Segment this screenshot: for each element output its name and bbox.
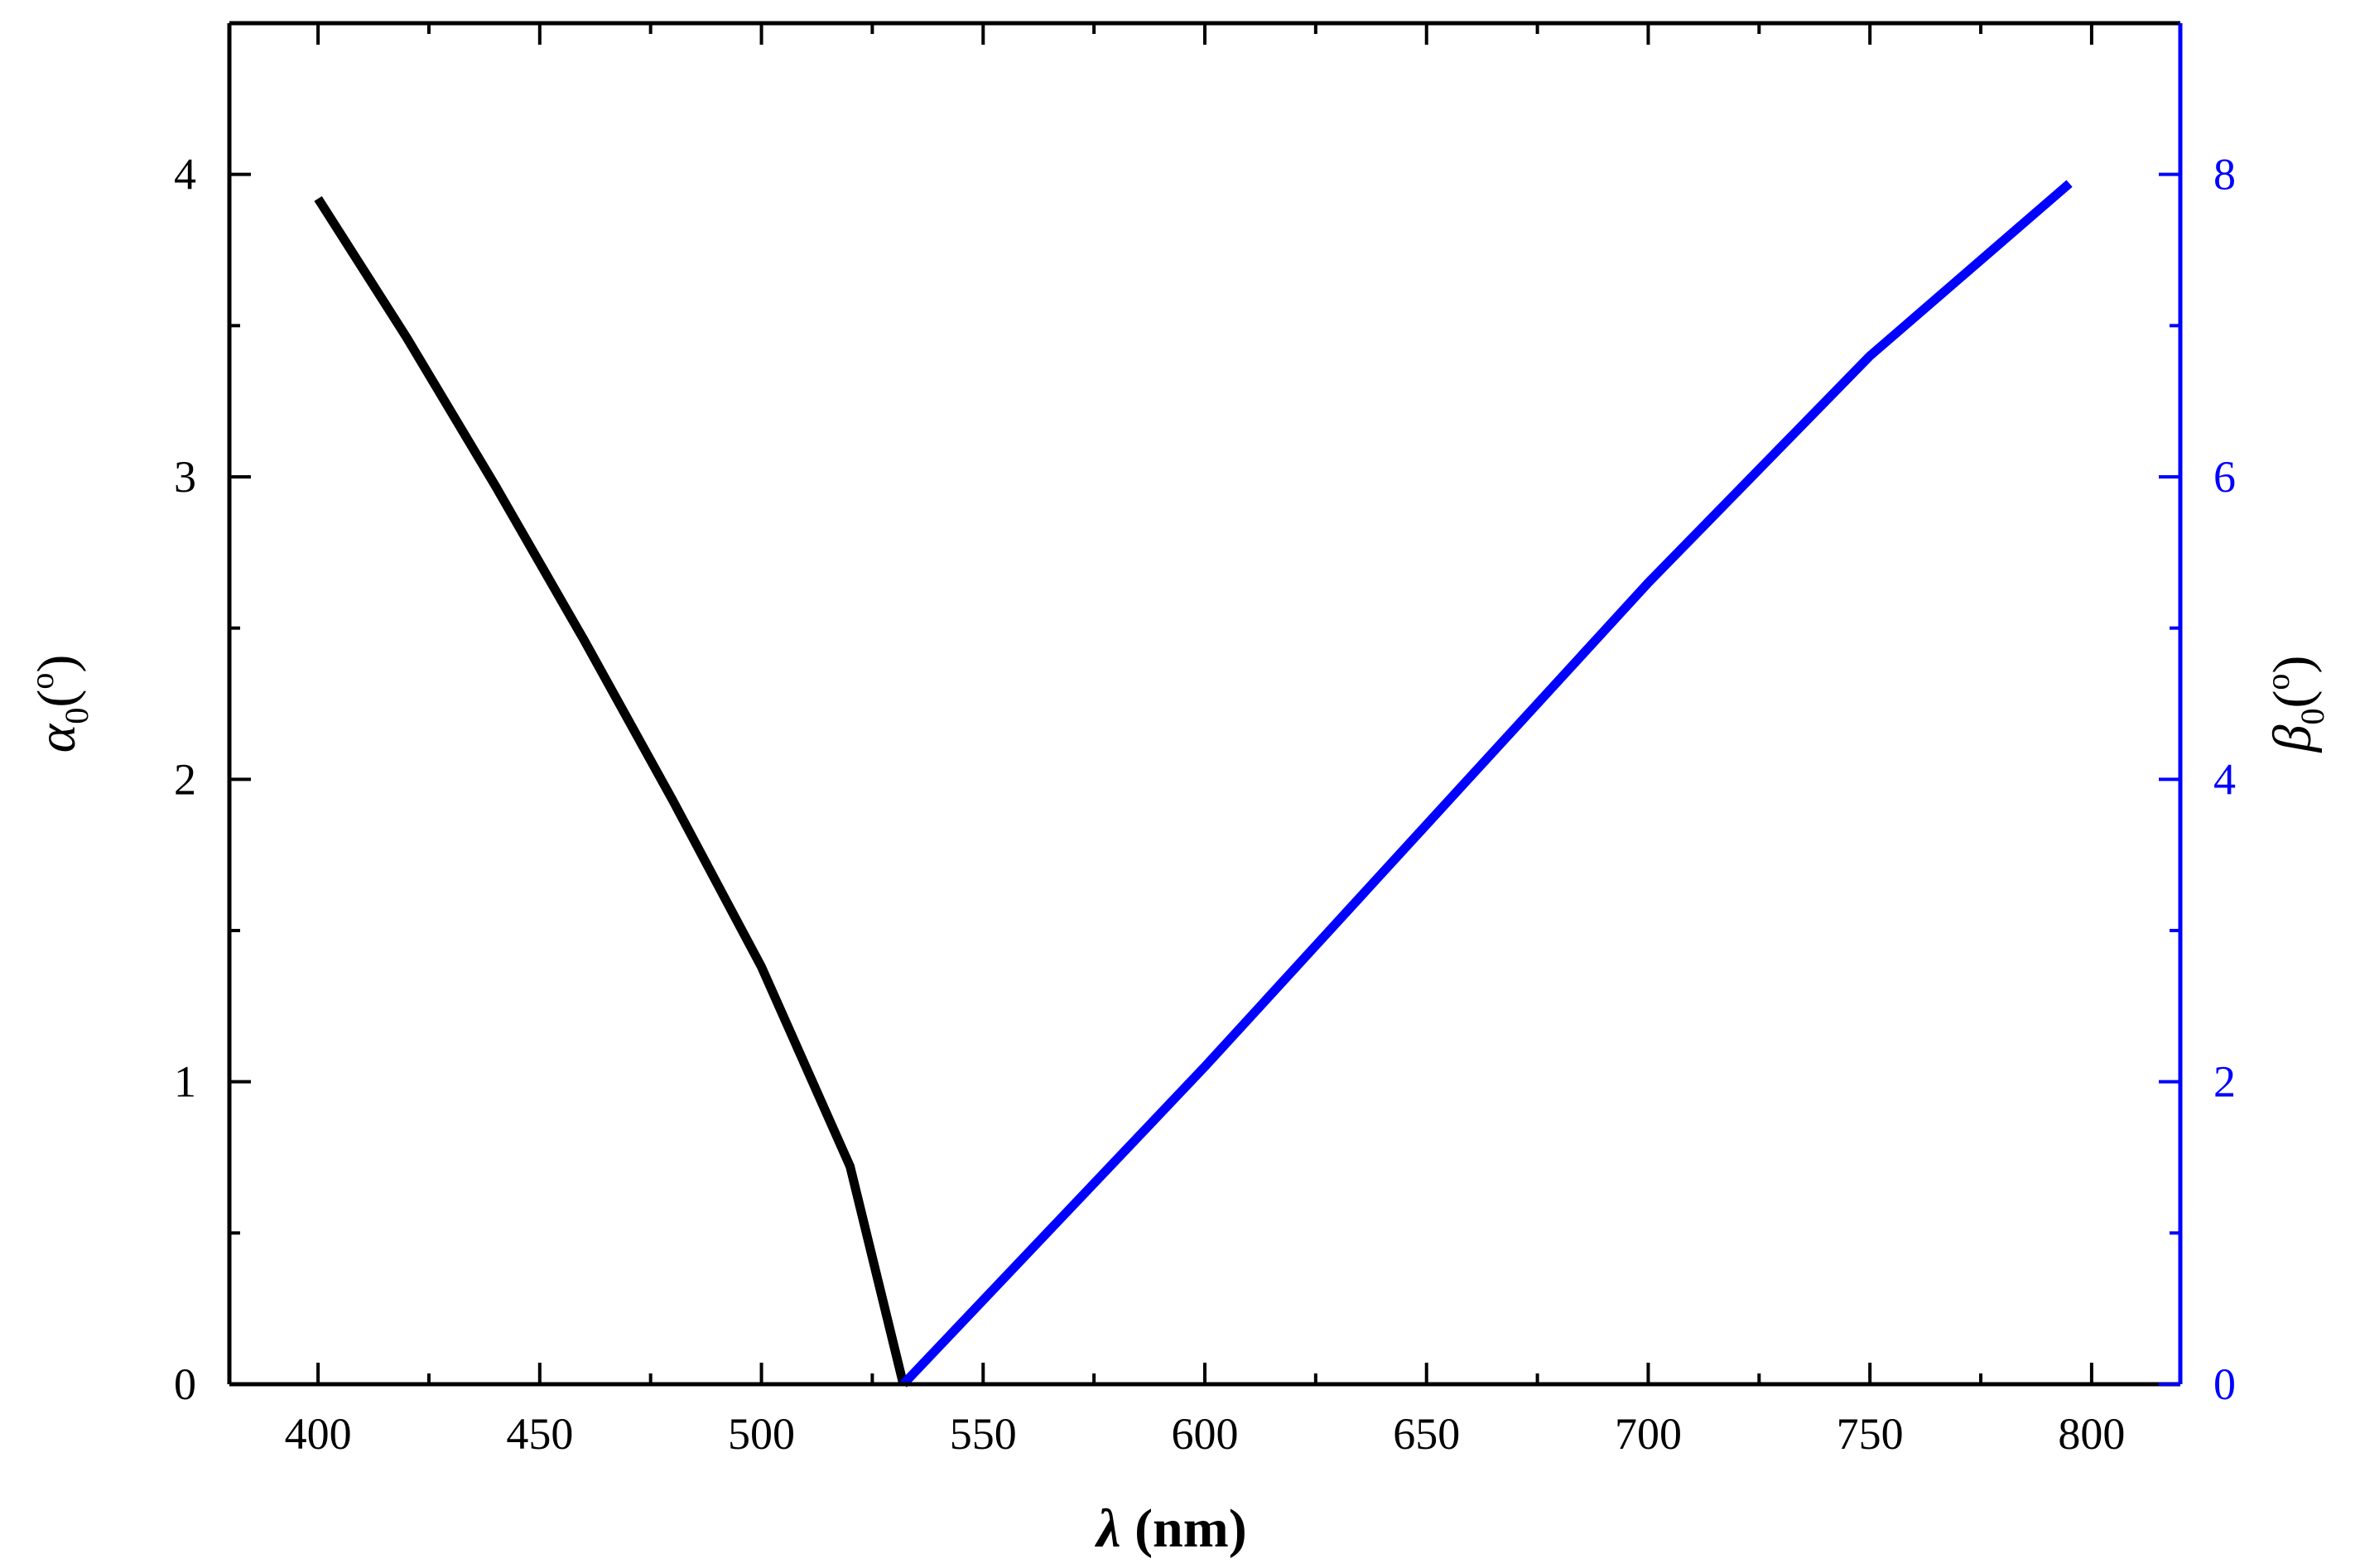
x-tick-label-650: 650	[1393, 1409, 1460, 1459]
y-axis-left-title-symbol: α	[26, 723, 87, 753]
y-left-tick-label-0: 0	[174, 1359, 196, 1409]
y-axis-right-title-symbol: β	[2262, 724, 2323, 753]
x-tick-label-750: 750	[1837, 1409, 1904, 1459]
x-tick-label-600: 600	[1172, 1409, 1239, 1459]
y-axis-left-title-sub: 0	[58, 708, 95, 724]
y-axis-left-title-open: (	[26, 690, 87, 708]
x-axis-title: λ (nm)	[1094, 1498, 1246, 1559]
y-right-tick-label-4: 4	[2213, 754, 2236, 804]
x-tick-label-550: 550	[950, 1409, 1017, 1459]
y-axis-left-title-close: )	[26, 655, 87, 673]
y-left-tick-label-1: 1	[174, 1057, 196, 1107]
x-tick-label-450: 450	[506, 1409, 573, 1459]
ticks-layer: 400 450 500 550 600 650 700 750 800 0 1 2 3 4 0 2 4 6 8	[174, 23, 2236, 1459]
y-axis-right-title-close: )	[2262, 656, 2323, 674]
x-tick-label-500: 500	[728, 1409, 795, 1459]
series-line-0	[314, 195, 908, 1386]
y-axis-right-title-sub: 0	[2294, 709, 2331, 725]
y-axis-left-title: α0(o)	[23, 655, 95, 753]
axes-layer	[227, 21, 2183, 1387]
y-axis-right-title-sup: o	[2259, 674, 2296, 690]
x-tick-label-700: 700	[1615, 1409, 1682, 1459]
y-axis-right-title-open: (	[2262, 690, 2323, 709]
series-layer	[314, 180, 2073, 1388]
y-left-tick-label-3: 3	[174, 452, 196, 502]
x-tick-label-400: 400	[285, 1409, 352, 1459]
y-right-tick-label-6: 6	[2213, 452, 2236, 502]
y-left-tick-label-4: 4	[174, 150, 196, 200]
y-right-tick-label-2: 2	[2213, 1057, 2236, 1107]
y-left-tick-label-2: 2	[174, 754, 196, 804]
x-axis-title-symbol: λ	[1094, 1498, 1120, 1559]
x-tick-label-800: 800	[2058, 1409, 2125, 1459]
series-line-1	[899, 180, 2073, 1388]
y-axis-left-title-sup: o	[23, 673, 60, 690]
y-right-tick-label-8: 8	[2213, 150, 2236, 200]
y-right-tick-label-0: 0	[2213, 1359, 2236, 1409]
x-axis-title-unit: (nm)	[1121, 1498, 1247, 1559]
y-axis-right-title: β0(o)	[2259, 656, 2331, 754]
